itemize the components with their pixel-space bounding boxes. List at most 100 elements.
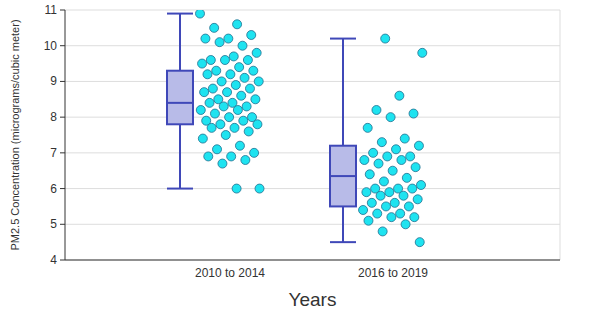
data-point <box>388 166 397 175</box>
grid-line <box>65 260 560 261</box>
grid-line <box>65 152 560 153</box>
data-point <box>400 134 409 143</box>
data-point <box>245 84 254 93</box>
whisker-lower <box>342 206 344 242</box>
data-point <box>216 120 225 129</box>
data-point <box>247 31 256 40</box>
data-point <box>410 213 419 222</box>
data-point <box>206 56 215 65</box>
data-point <box>249 66 258 75</box>
whisker-cap-max <box>330 38 356 40</box>
data-point <box>204 152 213 161</box>
data-point <box>362 188 371 197</box>
data-point <box>385 188 394 197</box>
data-point <box>205 98 214 107</box>
data-point <box>231 81 240 90</box>
data-point <box>243 56 252 65</box>
data-point <box>230 123 239 132</box>
tick-mark <box>60 260 65 261</box>
data-point <box>250 148 259 157</box>
data-point <box>224 34 233 43</box>
grid-line <box>65 188 560 189</box>
y-axis-line <box>65 10 66 260</box>
data-point <box>381 202 390 211</box>
data-point <box>363 123 372 132</box>
data-point <box>239 116 248 125</box>
box <box>167 71 193 125</box>
data-point <box>201 34 210 43</box>
data-point <box>242 102 251 111</box>
plot-area <box>167 10 427 247</box>
data-point <box>408 184 417 193</box>
data-point <box>373 209 382 218</box>
grid-line <box>65 45 560 46</box>
data-point <box>200 88 209 97</box>
data-point <box>232 184 241 193</box>
grid-line <box>65 117 560 118</box>
grid-line <box>65 81 560 82</box>
data-point <box>374 159 383 168</box>
data-point <box>210 109 219 118</box>
data-point <box>418 48 427 57</box>
data-point <box>253 120 262 129</box>
data-point <box>254 77 263 86</box>
tick-label: 5 <box>50 217 57 231</box>
data-point <box>235 141 244 150</box>
data-point <box>383 152 392 161</box>
data-point <box>369 148 378 157</box>
whisker-lower <box>179 124 181 188</box>
data-point <box>244 127 253 136</box>
data-point <box>198 59 207 68</box>
data-point <box>252 48 261 57</box>
tick-label: 6 <box>50 182 57 196</box>
data-point <box>409 109 418 118</box>
data-point <box>378 227 387 236</box>
data-point <box>219 102 228 111</box>
data-point <box>220 56 229 65</box>
data-point <box>203 70 212 79</box>
whisker-upper <box>342 39 344 146</box>
tick-label: 9 <box>50 74 57 88</box>
data-point <box>237 91 246 100</box>
data-point <box>392 145 401 154</box>
data-point <box>413 195 422 204</box>
data-point <box>233 20 242 29</box>
tick-mark <box>60 81 65 82</box>
tick-label: 10 <box>44 39 58 53</box>
tick-mark <box>60 10 65 11</box>
data-point <box>213 145 222 154</box>
data-point <box>218 159 227 168</box>
data-point <box>198 134 207 143</box>
data-point <box>381 34 390 43</box>
data-point <box>365 170 374 179</box>
data-point <box>414 141 423 150</box>
data-point <box>225 113 234 122</box>
tick-mark <box>60 117 65 118</box>
data-point <box>402 173 411 182</box>
whisker-cap-min <box>167 188 193 190</box>
data-point <box>415 238 424 247</box>
data-point <box>397 156 406 165</box>
data-point <box>367 198 376 207</box>
data-point <box>240 73 249 82</box>
frame-line <box>560 10 561 260</box>
data-point <box>406 152 415 161</box>
x-axis-line <box>65 260 560 261</box>
data-point <box>359 206 368 215</box>
data-point <box>390 198 399 207</box>
data-point <box>210 23 219 32</box>
tick-mark <box>60 224 65 225</box>
tick-label: 4 <box>50 253 57 267</box>
data-point <box>227 152 236 161</box>
chart: 45678910112010 to 20142016 to 2019YearsP… <box>0 0 600 333</box>
data-point <box>386 113 395 122</box>
data-point <box>396 209 405 218</box>
data-point <box>238 41 247 50</box>
data-point <box>226 70 235 79</box>
data-point <box>223 88 232 97</box>
whisker-cap-min <box>330 241 356 243</box>
whisker-cap-max <box>167 13 193 15</box>
data-point <box>215 38 224 47</box>
data-point <box>251 95 260 104</box>
data-point <box>399 191 408 200</box>
